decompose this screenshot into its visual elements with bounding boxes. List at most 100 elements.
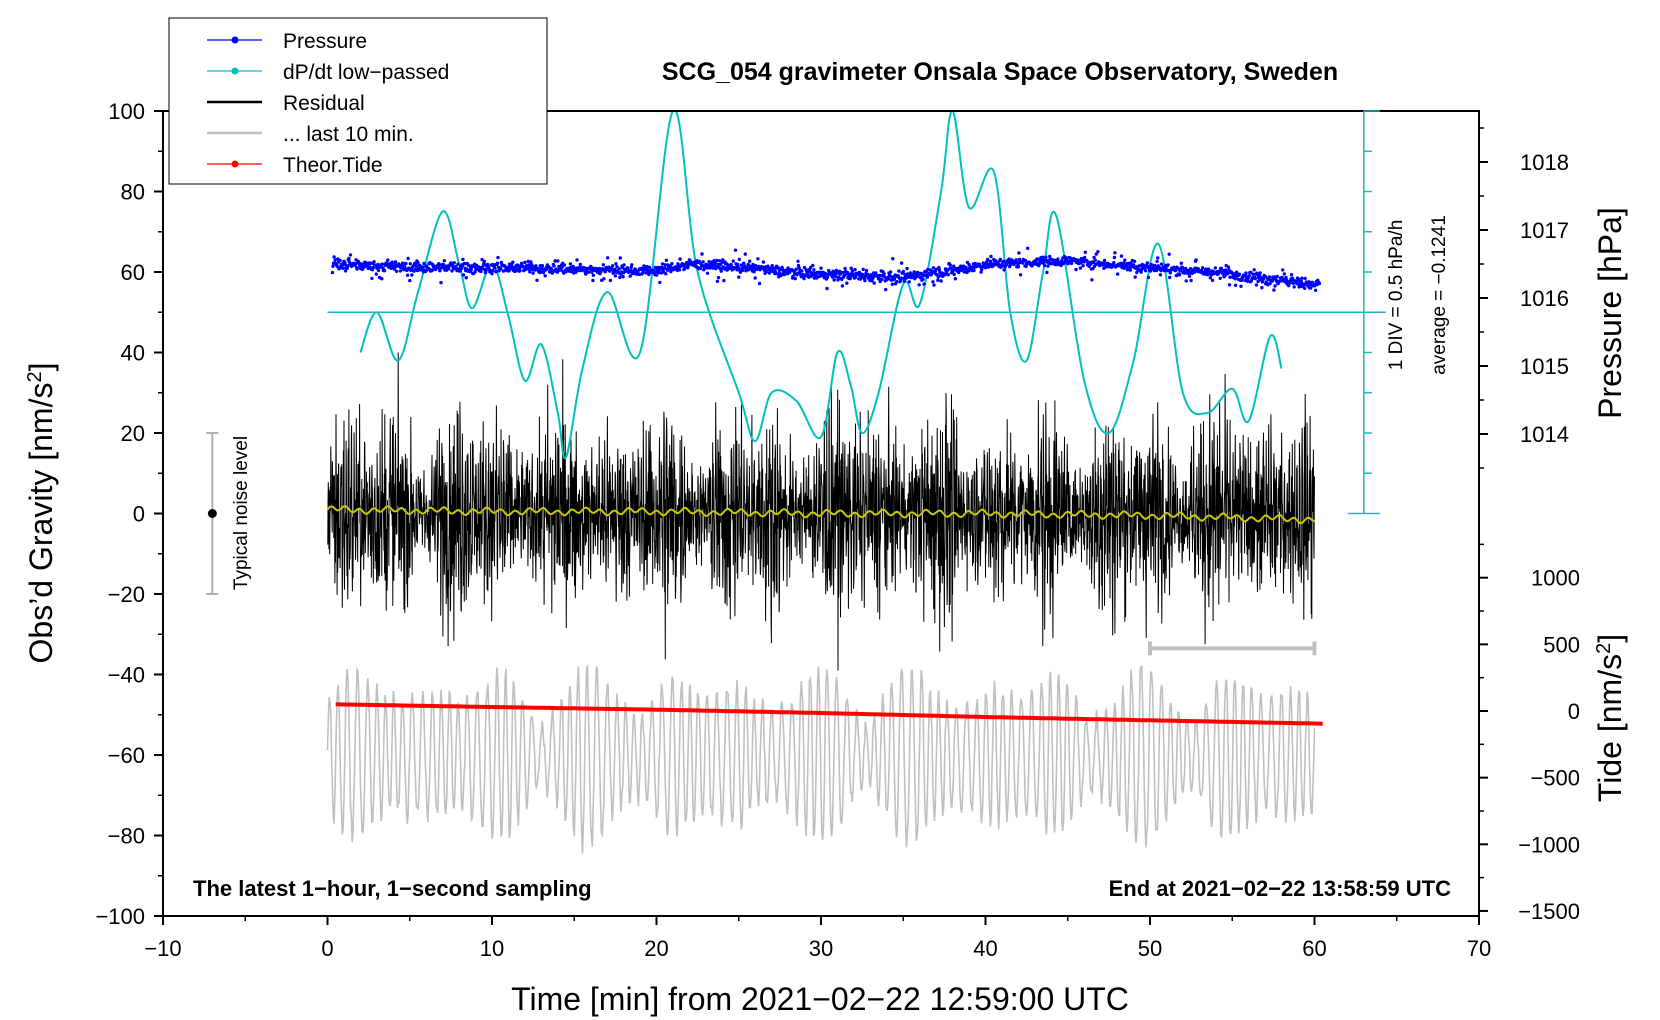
- pressure-point: [932, 283, 936, 287]
- pressure-point: [931, 266, 936, 270]
- pressure-point: [670, 262, 674, 266]
- pressure-point: [1280, 275, 1284, 280]
- left-axis-title-end: ]: [23, 363, 59, 372]
- pressure-point: [1281, 268, 1285, 272]
- pressure-point: [553, 259, 557, 263]
- pressure-point: [376, 268, 381, 273]
- pressure-point: [705, 271, 710, 275]
- pressure-point: [591, 278, 595, 283]
- pressure-point: [739, 263, 744, 267]
- pressure-point: [461, 273, 466, 277]
- pressure-point: [568, 262, 573, 266]
- pressure-point: [615, 265, 619, 269]
- pressure-point: [452, 261, 456, 265]
- pressure-point: [1133, 275, 1137, 279]
- residual-series: [327, 352, 1315, 671]
- pressure-point: [608, 278, 613, 283]
- pressure-point: [479, 269, 483, 274]
- pressure-point: [953, 277, 957, 281]
- pressure-point: [421, 265, 425, 269]
- pressure-point: [878, 273, 882, 278]
- pressure-point: [584, 272, 588, 276]
- pressure-point: [863, 278, 867, 283]
- pressure-point: [1091, 260, 1096, 265]
- x-tick-label: 60: [1302, 936, 1326, 961]
- pressure-point: [717, 259, 722, 263]
- pressure-point: [521, 265, 525, 269]
- pressure-point: [812, 268, 816, 272]
- pressure-point: [1089, 262, 1093, 266]
- last-10-min-line: [326, 664, 1316, 854]
- pressure-point: [843, 266, 847, 271]
- pressure-point: [719, 269, 723, 273]
- pressure-point: [802, 276, 806, 281]
- pressure-point: [653, 265, 658, 270]
- pressure-point: [523, 260, 527, 265]
- pressure-point: [664, 258, 669, 262]
- tide-tick-label: 1000: [1531, 566, 1580, 591]
- pressure-point: [1014, 258, 1018, 262]
- pressure-point: [946, 273, 950, 277]
- pressure-point: [1166, 263, 1170, 267]
- pressure-point: [575, 258, 579, 262]
- pressure-point: [1090, 278, 1094, 282]
- pressure-point: [658, 280, 662, 285]
- pressure-point: [952, 264, 956, 268]
- pressure-point: [1017, 257, 1022, 262]
- pressure-point: [1102, 258, 1107, 263]
- pressure-point: [1299, 279, 1304, 284]
- pressure-tick-label: 1017: [1520, 218, 1569, 243]
- pressure-point: [1207, 267, 1211, 271]
- pressure-point: [1288, 280, 1293, 284]
- pressure-point: [1189, 278, 1193, 283]
- pressure-point: [986, 257, 990, 262]
- pressure-point: [811, 263, 815, 268]
- pressure-point: [618, 275, 622, 280]
- legend-label-last10: ... last 10 min.: [283, 123, 414, 146]
- pressure-point: [948, 263, 953, 267]
- pressure-point: [519, 261, 524, 265]
- pressure-point: [1179, 268, 1183, 273]
- pressure-point: [980, 267, 984, 272]
- pressure-point: [743, 252, 747, 256]
- pressure-point: [338, 258, 342, 263]
- pressure-point: [836, 278, 840, 282]
- pressure-point: [793, 276, 797, 281]
- pressure-point: [872, 281, 876, 285]
- x-tick-label: 50: [1138, 936, 1162, 961]
- x-tick-label: 20: [644, 936, 668, 961]
- pressure-point: [1148, 269, 1153, 273]
- pressure-point: [1300, 276, 1304, 280]
- pressure-point: [926, 267, 930, 272]
- legend-entry-residual: Residual: [207, 92, 365, 115]
- pressure-point: [1065, 256, 1069, 260]
- pressure-point: [1036, 257, 1040, 261]
- pressure-point: [715, 279, 720, 283]
- pressure-point: [756, 257, 760, 261]
- dpdt-line: [359, 111, 1283, 460]
- pressure-point: [466, 263, 471, 267]
- pressure-point: [610, 264, 615, 268]
- pressure-point: [1016, 265, 1021, 269]
- pressure-point: [535, 278, 539, 282]
- pressure-point: [484, 268, 488, 272]
- y-tick-label: 60: [121, 260, 145, 285]
- pressure-point: [556, 259, 560, 263]
- pressure-point: [895, 280, 899, 284]
- pressure-point: [865, 272, 870, 277]
- pressure-point: [499, 267, 503, 271]
- end-time-note: End at 2021−02−22 13:58:59 UTC: [1109, 876, 1452, 901]
- pressure-point: [1258, 271, 1262, 275]
- pressure-point: [586, 270, 591, 274]
- sampling-note: The latest 1−hour, 1−second sampling: [193, 876, 592, 901]
- pressure-point: [796, 259, 800, 263]
- pressure-point: [614, 262, 618, 266]
- pressure-point: [678, 257, 682, 261]
- pressure-point: [346, 264, 350, 268]
- pressure-point: [1139, 270, 1143, 274]
- pressure-point: [882, 272, 886, 276]
- pressure-point: [531, 271, 535, 275]
- pressure-point: [791, 274, 795, 279]
- noise-bar: [206, 432, 219, 595]
- pressure-point: [518, 269, 522, 273]
